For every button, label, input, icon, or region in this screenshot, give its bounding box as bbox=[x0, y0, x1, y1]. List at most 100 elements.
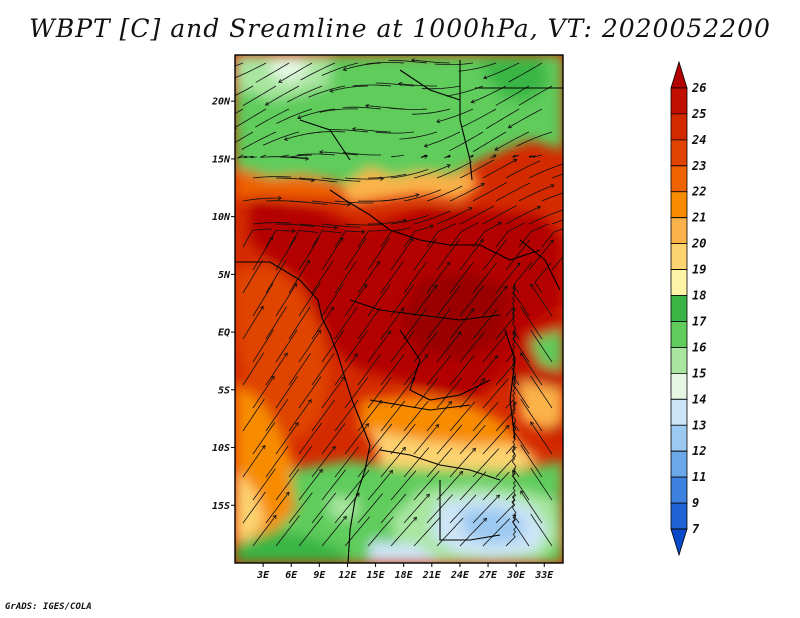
streamline-arrow bbox=[411, 377, 416, 382]
streamline bbox=[311, 230, 342, 248]
streamline bbox=[472, 355, 499, 386]
streamline-arrow bbox=[329, 88, 334, 93]
streamline-arrow bbox=[446, 261, 451, 266]
streamline bbox=[411, 59, 451, 64]
streamline bbox=[482, 285, 508, 317]
streamline bbox=[495, 308, 516, 340]
streamline bbox=[344, 237, 367, 271]
streamline-arrow bbox=[512, 514, 517, 519]
streamline-arrow bbox=[513, 158, 518, 163]
streamline bbox=[528, 239, 554, 271]
streamline bbox=[482, 239, 507, 271]
streamline bbox=[365, 62, 405, 65]
streamline-arrow bbox=[492, 154, 497, 159]
streamline-arrow bbox=[530, 283, 535, 288]
streamline bbox=[288, 200, 328, 205]
colorbar-segment bbox=[670, 528, 688, 557]
streamline-arrow bbox=[424, 354, 429, 359]
colorbar-segment bbox=[670, 87, 688, 115]
streamline bbox=[279, 154, 309, 160]
streamline bbox=[321, 376, 345, 409]
colorbar-segment bbox=[670, 217, 688, 245]
lat-tick-label: 15N bbox=[212, 154, 231, 165]
streamline bbox=[375, 82, 415, 87]
streamline-arrow bbox=[513, 445, 517, 450]
streamline bbox=[458, 62, 497, 72]
colorbar-label: 16 bbox=[692, 340, 706, 354]
colorbar-label: 22 bbox=[691, 185, 706, 199]
streamline bbox=[413, 210, 451, 225]
streamline-arrow bbox=[415, 193, 420, 198]
streamline-arrow bbox=[423, 154, 429, 159]
streamline bbox=[237, 154, 257, 159]
streamline bbox=[334, 260, 357, 294]
streamline-arrow bbox=[530, 421, 535, 426]
streamline bbox=[426, 308, 451, 340]
streamline bbox=[380, 447, 406, 478]
streamline bbox=[530, 421, 553, 455]
streamline bbox=[530, 513, 553, 547]
streamline bbox=[472, 308, 498, 340]
streamline bbox=[252, 422, 276, 455]
streamline bbox=[368, 219, 407, 225]
streamline bbox=[399, 131, 438, 140]
streamline bbox=[551, 256, 563, 271]
streamline bbox=[357, 446, 383, 478]
colorbar-label: 7 bbox=[692, 522, 700, 536]
streamline bbox=[551, 219, 563, 225]
streamline bbox=[390, 517, 417, 547]
streamline-arrow bbox=[494, 355, 499, 360]
streamline bbox=[242, 228, 272, 248]
streamline-arrow bbox=[429, 224, 435, 229]
streamline bbox=[298, 177, 338, 183]
streamline-arrow bbox=[423, 143, 428, 148]
longitude-axis: 3E 6E 9E 12E 15E 18E 21E 24E 27E 30E 33E bbox=[256, 563, 554, 581]
streamline bbox=[252, 515, 277, 547]
streamline bbox=[505, 470, 517, 501]
streamline bbox=[242, 306, 264, 340]
streamline bbox=[436, 331, 462, 363]
country-borders bbox=[235, 60, 563, 563]
streamline bbox=[311, 200, 351, 206]
streamline bbox=[235, 108, 244, 115]
streamline bbox=[505, 160, 541, 179]
streamline bbox=[308, 85, 346, 98]
streamline bbox=[472, 182, 507, 202]
streamline bbox=[287, 85, 323, 103]
streamline bbox=[391, 154, 405, 158]
streamline bbox=[390, 331, 415, 363]
streamlines bbox=[235, 58, 589, 547]
streamline-arrow bbox=[269, 236, 273, 241]
streamline bbox=[342, 152, 381, 156]
streamline bbox=[505, 516, 517, 547]
colorbar-label: 19 bbox=[692, 263, 706, 277]
streamline bbox=[403, 400, 429, 432]
streamline bbox=[321, 177, 361, 182]
streamline bbox=[252, 236, 273, 271]
streamline bbox=[511, 307, 520, 340]
streamline bbox=[242, 197, 282, 202]
streamline-arrow bbox=[412, 516, 418, 521]
streamline bbox=[426, 185, 463, 202]
streamline bbox=[298, 422, 323, 455]
streamline-arrow bbox=[361, 229, 366, 234]
streamline-arrow bbox=[586, 166, 589, 170]
streamline bbox=[459, 471, 487, 501]
lon-tick-label: 18E bbox=[395, 570, 414, 581]
streamline-arrow bbox=[446, 164, 451, 169]
streamline-arrow bbox=[471, 447, 477, 452]
streamline bbox=[459, 424, 486, 455]
streamline bbox=[512, 514, 530, 547]
streamline bbox=[357, 493, 383, 524]
streamline bbox=[461, 108, 497, 128]
streamline bbox=[436, 161, 472, 179]
lon-tick-label: 30E bbox=[506, 570, 526, 581]
streamline bbox=[235, 62, 244, 67]
streamline-arrow bbox=[400, 307, 405, 312]
streamline bbox=[472, 401, 499, 432]
streamline-arrow bbox=[278, 79, 283, 83]
colorbar-label: 12 bbox=[692, 444, 706, 458]
streamline-arrow bbox=[331, 445, 336, 450]
streamline bbox=[321, 223, 361, 228]
streamline-arrow bbox=[495, 494, 500, 499]
